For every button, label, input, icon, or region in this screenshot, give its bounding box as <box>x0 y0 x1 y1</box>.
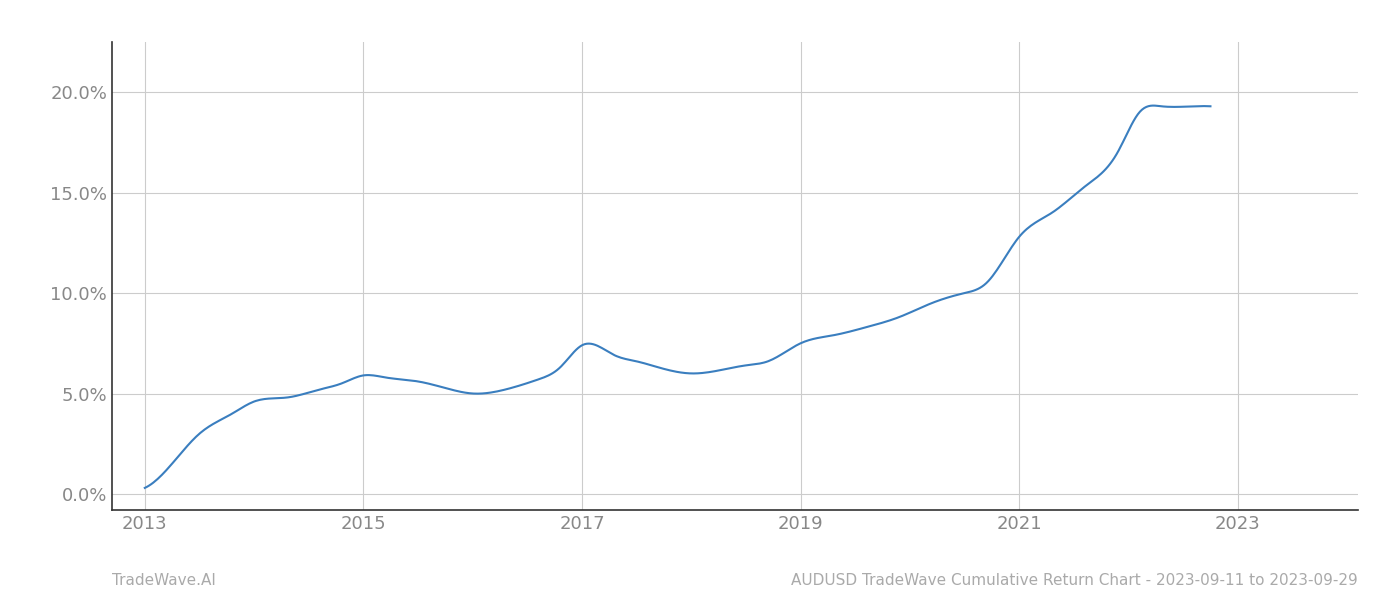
Text: AUDUSD TradeWave Cumulative Return Chart - 2023-09-11 to 2023-09-29: AUDUSD TradeWave Cumulative Return Chart… <box>791 573 1358 588</box>
Text: TradeWave.AI: TradeWave.AI <box>112 573 216 588</box>
